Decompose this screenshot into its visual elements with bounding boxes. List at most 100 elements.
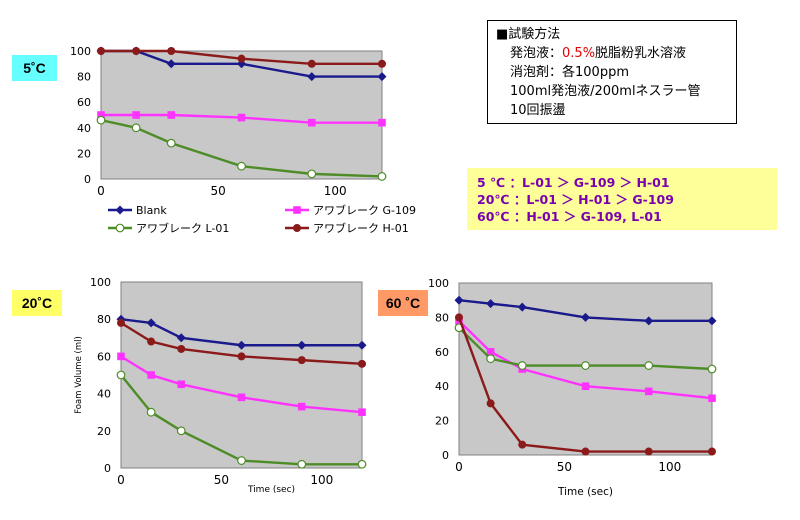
chart-60c-g109-point <box>644 387 653 396</box>
chart-60c-l01-point <box>517 361 527 370</box>
chart-20c-l01-line <box>120 374 362 466</box>
chart-5c-x-tick-label: 50 <box>210 184 225 198</box>
chart-20c-g109-point <box>117 352 125 361</box>
chart-20c-g109-point <box>297 402 306 411</box>
method-title: ■試験方法 <box>496 27 561 42</box>
badge-60c: 60 ˚C <box>378 290 428 316</box>
chart-60c-g109-point <box>708 394 716 403</box>
chart-20c-g109-point <box>237 393 246 402</box>
legend-l01-marker <box>115 223 125 233</box>
chart-60c-h01-point <box>581 447 590 456</box>
chart-5c-h01-point <box>378 59 386 68</box>
chart-60c-g109-line <box>458 319 713 400</box>
chart-5c-l01-point <box>131 123 141 133</box>
chart-20c-x-axis-label: Time (sec) <box>247 485 295 495</box>
chart-60c-blank-line <box>458 299 712 323</box>
chart-60c-l01-point <box>486 354 496 364</box>
chart-20c-l01-point <box>146 407 156 417</box>
chart-60c-h01-point <box>708 447 716 456</box>
chart-5c-h01-point <box>237 54 246 63</box>
chart-60c-l01-point <box>581 361 590 370</box>
chart-5c-y-tick-label: 0 <box>84 173 91 186</box>
chart-60c-blank-point <box>517 302 527 312</box>
chart-5c-h01-line <box>101 49 382 65</box>
chart-5c-l01-point <box>96 115 106 125</box>
chart-20c-g109-point <box>147 371 155 379</box>
chart-20c-plot-area <box>120 281 363 469</box>
ranking-60c: 60℃ ：H-01 ＞ G-109, L-01 <box>477 209 662 224</box>
chart-60c-blank-point <box>644 316 654 326</box>
chart-20c-blank-point <box>357 340 367 350</box>
chart-20c-h01-point <box>237 352 246 361</box>
chart-20c-g109-point <box>177 380 186 389</box>
chart-5c-g109-point <box>307 118 316 127</box>
chart-5c-blank-point <box>307 72 317 82</box>
chart-60c-blank-point <box>581 312 590 322</box>
legend-h01-label: アワブレーク H-01 <box>313 221 409 235</box>
chart-5c-l01-line <box>100 118 383 178</box>
chart-5c-x-tick-label: 0 <box>97 184 105 198</box>
chart-60c-g109-point <box>486 348 495 356</box>
chart-20c-l01-point <box>116 370 126 380</box>
badge-5c: 5˚C <box>12 55 57 81</box>
chart-5c-h01-point <box>132 47 141 55</box>
method-defoamer: 消泡剤：各100ppm <box>510 65 629 80</box>
chart-20c-y-tick-label: 20 <box>97 425 111 438</box>
chart-5c-g109-point <box>237 113 246 122</box>
badge-20c: 20˚C <box>12 290 62 316</box>
chart-5c-g109-line <box>101 113 382 124</box>
chart-60c-g109-point <box>581 382 590 390</box>
chart-5c-y-tick-label: 60 <box>77 96 91 109</box>
chart-20c-blank-point <box>297 340 307 350</box>
chart-5c-h01-point <box>167 47 176 55</box>
chart-20c-x-tick-label: 100 <box>310 473 333 487</box>
chart-20c-blank-point <box>237 340 246 350</box>
chart-60c-y-tick-label: 20 <box>435 415 449 428</box>
chart-60c-h01-point <box>455 313 463 322</box>
chart-5c-y-tick-label: 100 <box>70 45 91 58</box>
chart-60c-l01-line <box>458 326 713 371</box>
chart-5c-y-tick-label: 80 <box>77 71 91 84</box>
chart-5c-l01-point <box>166 138 176 148</box>
chart-60c-h01-line <box>457 316 712 453</box>
chart-60c-h01-point <box>486 399 495 408</box>
chart-5c-x-tick-label: 100 <box>324 184 347 198</box>
chart-60c-h01-point <box>644 447 653 456</box>
legend-g109-marker <box>293 206 301 214</box>
chart-60c-l01-point <box>644 361 654 370</box>
chart-20c-h01-line <box>120 321 363 366</box>
chart-5c-blank-point <box>166 59 176 69</box>
chart-5c-y-tick-label: 40 <box>77 122 91 135</box>
chart-20c-blank-line <box>120 318 362 347</box>
chart-20c-h01-point <box>117 318 125 327</box>
chart-5c-blank-point <box>377 72 387 82</box>
chart-60c-y-tick-label: 60 <box>435 346 449 359</box>
ranking-20c: 20℃ ：L-01 ＞ H-01 ＞ G-109 <box>477 192 674 207</box>
test-method-box: ■試験方法 発泡液：0.5%脱脂粉乳水溶液 消泡剤：各100ppm 100ml発… <box>487 20 737 124</box>
chart-20c-l01-point <box>297 459 307 469</box>
chart-20c-y-tick-label: 40 <box>97 388 111 401</box>
ranking-summary-box: 5 ℃ ：L-01 ＞ G-109 ＞ H-01 20℃ ：L-01 ＞ H-0… <box>467 168 777 230</box>
chart-60c-blank-point <box>707 316 717 326</box>
chart-20c-h01-point <box>147 337 156 346</box>
chart-5c-y-tick-label: 20 <box>77 147 91 160</box>
chart-20c-x-tick-label: 50 <box>214 473 229 487</box>
chart-60c-y-tick-label: 100 <box>428 277 449 290</box>
chart-5c-h01-point <box>307 59 316 68</box>
legend-blank-label: Blank <box>136 204 167 217</box>
chart-60c-x-axis-label: Time (sec) <box>557 486 613 498</box>
chart-5c-g109-point <box>97 111 105 119</box>
chart-60c-h01-point <box>518 440 527 449</box>
chart-5c-l01-point <box>307 169 317 179</box>
ranking-5c: 5 ℃ ：L-01 ＞ G-109 ＞ H-01 <box>477 175 670 190</box>
method-shake: 10回振盪 <box>510 103 566 118</box>
legend-h01-marker <box>293 224 301 232</box>
chart-20c-g109-line <box>120 355 363 414</box>
chart-60c-x-tick-label: 50 <box>557 460 572 474</box>
chart-20c-y-tick-label: 100 <box>90 276 111 289</box>
chart-5c-g109-point <box>378 118 386 127</box>
chart-20c-blank-point <box>146 318 156 328</box>
legend-g109-label: アワブレーク G-109 <box>313 203 416 217</box>
chart-5c-h01-point <box>97 47 105 55</box>
